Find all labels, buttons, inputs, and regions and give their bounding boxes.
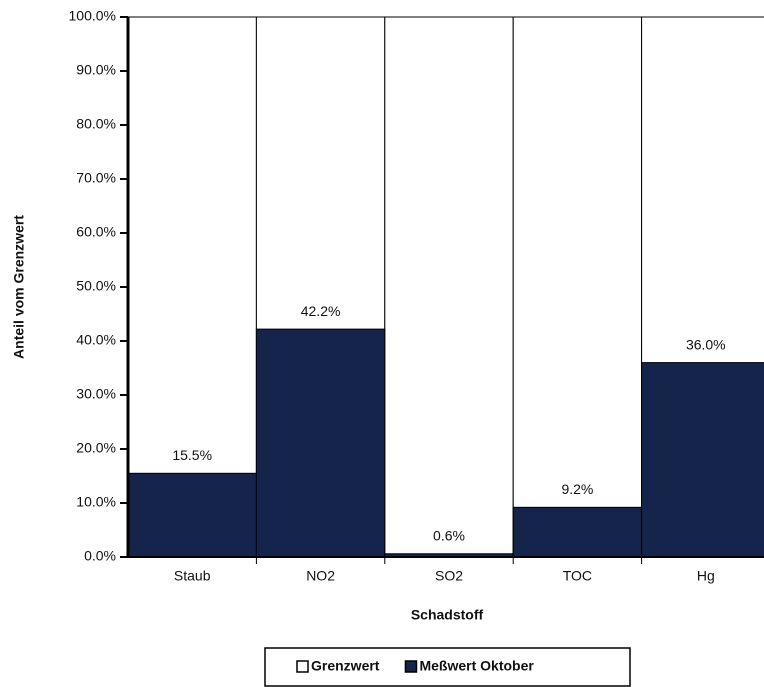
- y-tick-label: 100.0%: [69, 8, 116, 24]
- legend-swatch: [296, 660, 309, 673]
- y-tick-label: 40.0%: [76, 332, 116, 348]
- bar: [384, 16, 514, 558]
- y-axis-label: Anteil vom Grenzwert: [11, 215, 27, 359]
- x-tick-label: NO2: [306, 568, 335, 584]
- y-tick-label: 30.0%: [76, 386, 116, 402]
- legend-label: Grenzwert: [311, 658, 380, 674]
- x-tick-label: TOC: [563, 568, 592, 584]
- bar: [512, 16, 643, 558]
- data-label: 36.0%: [686, 336, 726, 352]
- legend-box: [264, 647, 631, 687]
- data-label: 42.2%: [301, 303, 341, 319]
- bar: [255, 328, 386, 558]
- y-tick-label: 0.0%: [84, 548, 116, 564]
- y-tick-label: 80.0%: [76, 116, 116, 132]
- data-label: 15.5%: [172, 447, 212, 463]
- y-tick-label: 20.0%: [76, 440, 116, 456]
- bar: [641, 362, 764, 558]
- y-tick-label: 90.0%: [76, 62, 116, 78]
- bar: [127, 16, 257, 558]
- y-tick-label: 10.0%: [76, 494, 116, 510]
- x-tick-label: Hg: [697, 568, 715, 584]
- legend-swatch: [404, 660, 418, 673]
- bar: [512, 506, 643, 558]
- x-tick-label: Staub: [174, 568, 211, 584]
- bar: [127, 472, 257, 558]
- x-tick-label: SO2: [435, 568, 463, 584]
- y-tick-label: 50.0%: [76, 278, 116, 294]
- legend-label: Meßwert Oktober: [419, 658, 534, 674]
- data-label: 0.6%: [433, 527, 465, 543]
- data-label: 9.2%: [561, 481, 593, 497]
- y-tick-label: 60.0%: [76, 224, 116, 240]
- x-axis-label: Schadstoff: [411, 607, 484, 623]
- y-tick-label: 70.0%: [76, 170, 116, 186]
